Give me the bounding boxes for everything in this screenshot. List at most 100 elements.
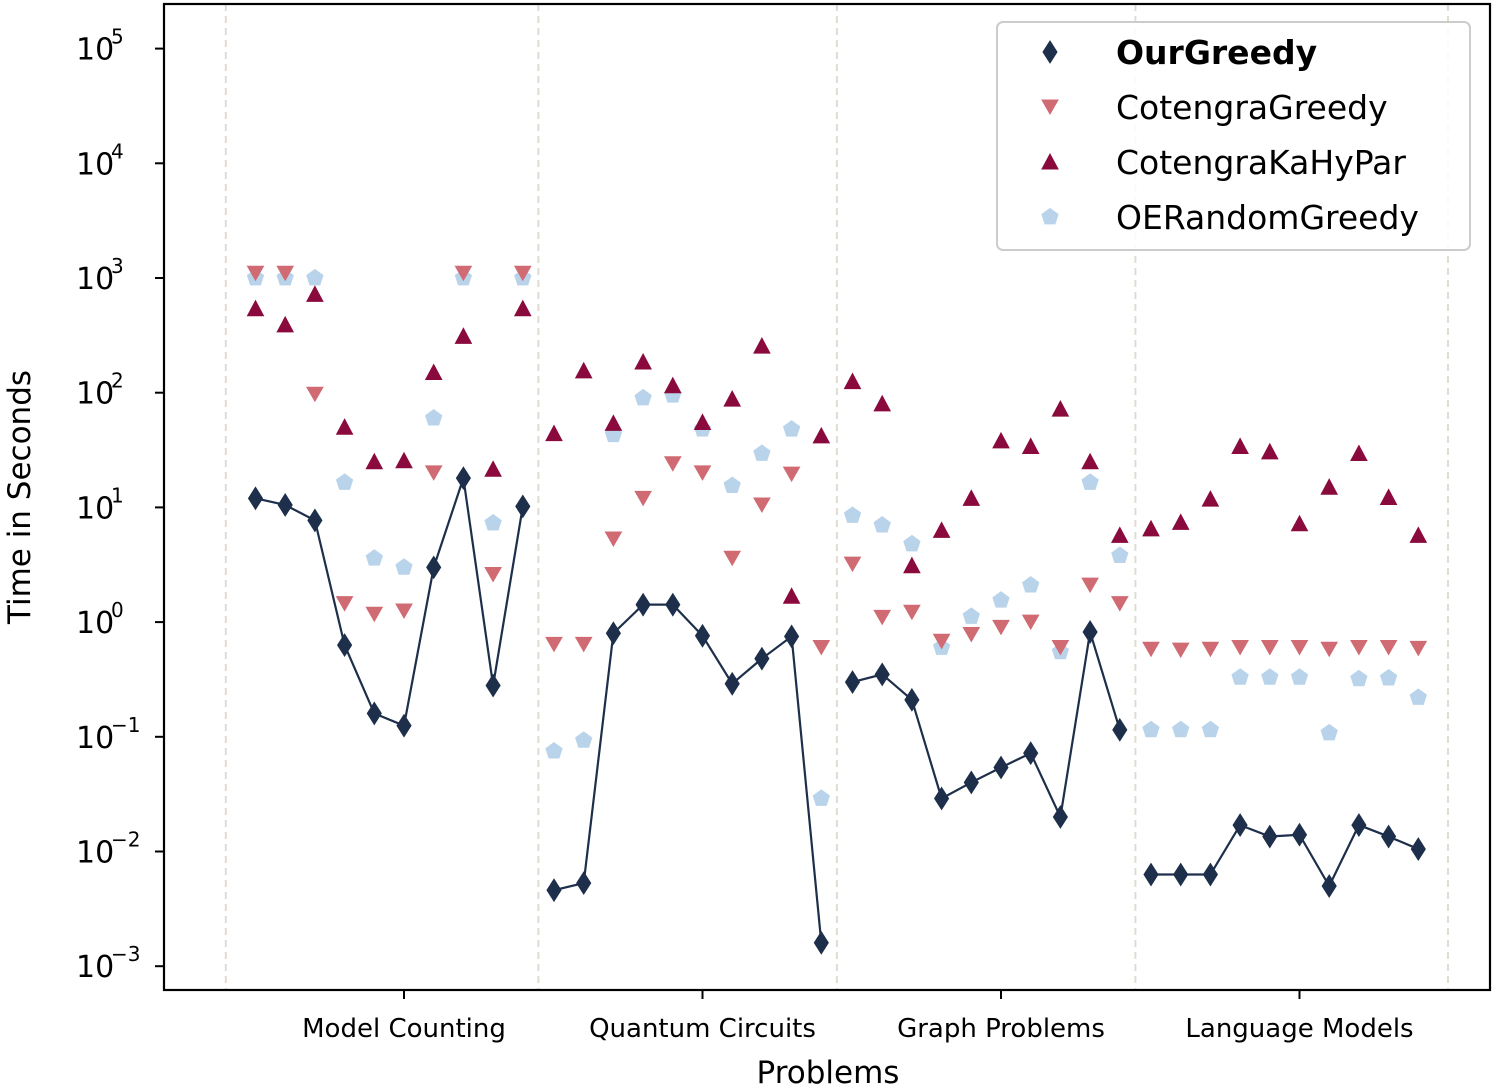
- point-cotengrakahypar: [903, 556, 921, 574]
- point-cotengragreedy: [1379, 640, 1398, 656]
- point-ourgreedy: [1381, 824, 1397, 849]
- point-cotengragreedy: [1320, 641, 1339, 658]
- point-cotengragreedy: [962, 626, 981, 643]
- y-axis-title: Time in Seconds: [2, 370, 38, 625]
- x-category-label: Model Counting: [302, 1014, 506, 1044]
- series-cotengrakahypar: [246, 285, 1428, 604]
- point-ourgreedy: [904, 687, 920, 712]
- point-cotengragreedy: [843, 556, 862, 573]
- point-cotengrakahypar: [843, 372, 862, 390]
- point-oerandomgreedy: [1350, 669, 1368, 687]
- point-cotengragreedy: [903, 604, 921, 621]
- point-ourgreedy: [546, 878, 562, 903]
- point-cotengragreedy: [395, 603, 413, 619]
- point-cotengragreedy: [335, 596, 354, 612]
- point-cotengrakahypar: [962, 489, 981, 506]
- point-oerandomgreedy: [575, 731, 593, 748]
- y-tick-exponent: 2: [111, 369, 124, 393]
- point-cotengragreedy: [663, 456, 682, 472]
- legend: OurGreedy CotengraGreedy CotengraKaHyPar OE…: [996, 21, 1471, 251]
- point-cotengrakahypar: [246, 299, 265, 317]
- point-ourgreedy: [1173, 862, 1189, 887]
- point-ourgreedy: [247, 486, 264, 511]
- point-ourgreedy: [963, 770, 979, 795]
- y-tick-label: 10: [76, 606, 114, 641]
- point-cotengrakahypar: [306, 285, 324, 302]
- point-cotengragreedy: [604, 531, 623, 548]
- point-ourgreedy: [515, 494, 531, 519]
- point-cotengragreedy: [1171, 642, 1190, 659]
- point-cotengragreedy: [932, 633, 951, 650]
- point-cotengragreedy: [1142, 641, 1160, 658]
- point-cotengrakahypar: [574, 361, 593, 379]
- point-cotengragreedy: [1051, 640, 1070, 656]
- point-cotengrakahypar: [873, 394, 892, 412]
- point-oerandomgreedy: [425, 409, 443, 426]
- point-cotengrakahypar: [1320, 478, 1339, 495]
- legend-label-cotengragreedy: CotengraGreedy: [1116, 88, 1388, 127]
- point-oerandomgreedy: [1081, 473, 1099, 490]
- point-ourgreedy: [1262, 824, 1278, 849]
- x-axis-title: Problems: [757, 1055, 900, 1090]
- series-line-ourgreedy: [1151, 823, 1419, 889]
- point-oerandomgreedy: [1409, 688, 1427, 705]
- point-ourgreedy: [1321, 874, 1337, 898]
- point-cotengrakahypar: [365, 452, 384, 470]
- point-cotengrakahypar: [395, 451, 413, 469]
- point-oerandomgreedy: [395, 558, 413, 575]
- point-ourgreedy: [844, 670, 861, 695]
- legend-box: [996, 21, 1471, 251]
- point-cotengrakahypar: [1201, 490, 1220, 507]
- point-cotengragreedy: [1081, 577, 1099, 594]
- point-cotengragreedy: [454, 265, 473, 282]
- point-oerandomgreedy: [484, 513, 502, 531]
- point-cotengrakahypar: [1231, 437, 1249, 454]
- point-oerandomgreedy: [1320, 723, 1338, 741]
- point-cotengragreedy: [812, 640, 831, 656]
- series-ourgreedy: [247, 466, 1426, 955]
- x-category-label: Graph Problems: [897, 1014, 1105, 1044]
- y-tick-exponent: 5: [111, 25, 124, 49]
- point-cotengrakahypar: [1350, 444, 1368, 462]
- point-cotengrakahypar: [1260, 442, 1279, 460]
- point-cotengragreedy: [693, 465, 712, 481]
- legend-marker-oerandomgreedy: [1041, 207, 1059, 225]
- point-cotengrakahypar: [484, 460, 502, 477]
- point-cotengrakahypar: [276, 315, 295, 333]
- point-cotengragreedy: [634, 490, 652, 507]
- point-cotengrakahypar: [663, 376, 682, 394]
- point-cotengrakahypar: [1021, 437, 1040, 454]
- legend-marker-cotengragreedy: [1041, 99, 1059, 116]
- point-ourgreedy: [635, 592, 651, 617]
- point-ourgreedy: [366, 701, 382, 726]
- point-cotengrakahypar: [545, 424, 563, 442]
- point-ourgreedy: [1112, 717, 1128, 742]
- point-cotengragreedy: [306, 386, 324, 403]
- point-cotengrakahypar: [1290, 514, 1309, 532]
- point-ourgreedy: [754, 646, 770, 671]
- point-oerandomgreedy: [306, 268, 324, 286]
- point-ourgreedy: [605, 621, 621, 646]
- point-cotengragreedy: [873, 609, 892, 626]
- point-oerandomgreedy: [1022, 576, 1040, 593]
- point-ourgreedy: [337, 633, 353, 658]
- point-oerandomgreedy: [335, 473, 354, 490]
- point-cotengragreedy: [513, 265, 532, 282]
- point-ourgreedy: [277, 493, 293, 517]
- point-oerandomgreedy: [1142, 720, 1160, 738]
- point-cotengragreedy: [753, 497, 771, 513]
- point-ourgreedy: [724, 671, 740, 696]
- point-oerandomgreedy: [992, 591, 1010, 608]
- legend-label-ourgreedy: OurGreedy: [1116, 33, 1317, 72]
- point-cotengrakahypar: [782, 587, 801, 604]
- point-oerandomgreedy: [1111, 546, 1129, 563]
- point-cotengrakahypar: [454, 327, 473, 344]
- point-ourgreedy: [813, 930, 829, 955]
- point-cotengrakahypar: [693, 413, 712, 430]
- point-cotengrakahypar: [753, 337, 771, 354]
- point-cotengragreedy: [782, 466, 801, 483]
- point-cotengrakahypar: [1409, 526, 1428, 543]
- plot-frame: [162, 2, 1492, 992]
